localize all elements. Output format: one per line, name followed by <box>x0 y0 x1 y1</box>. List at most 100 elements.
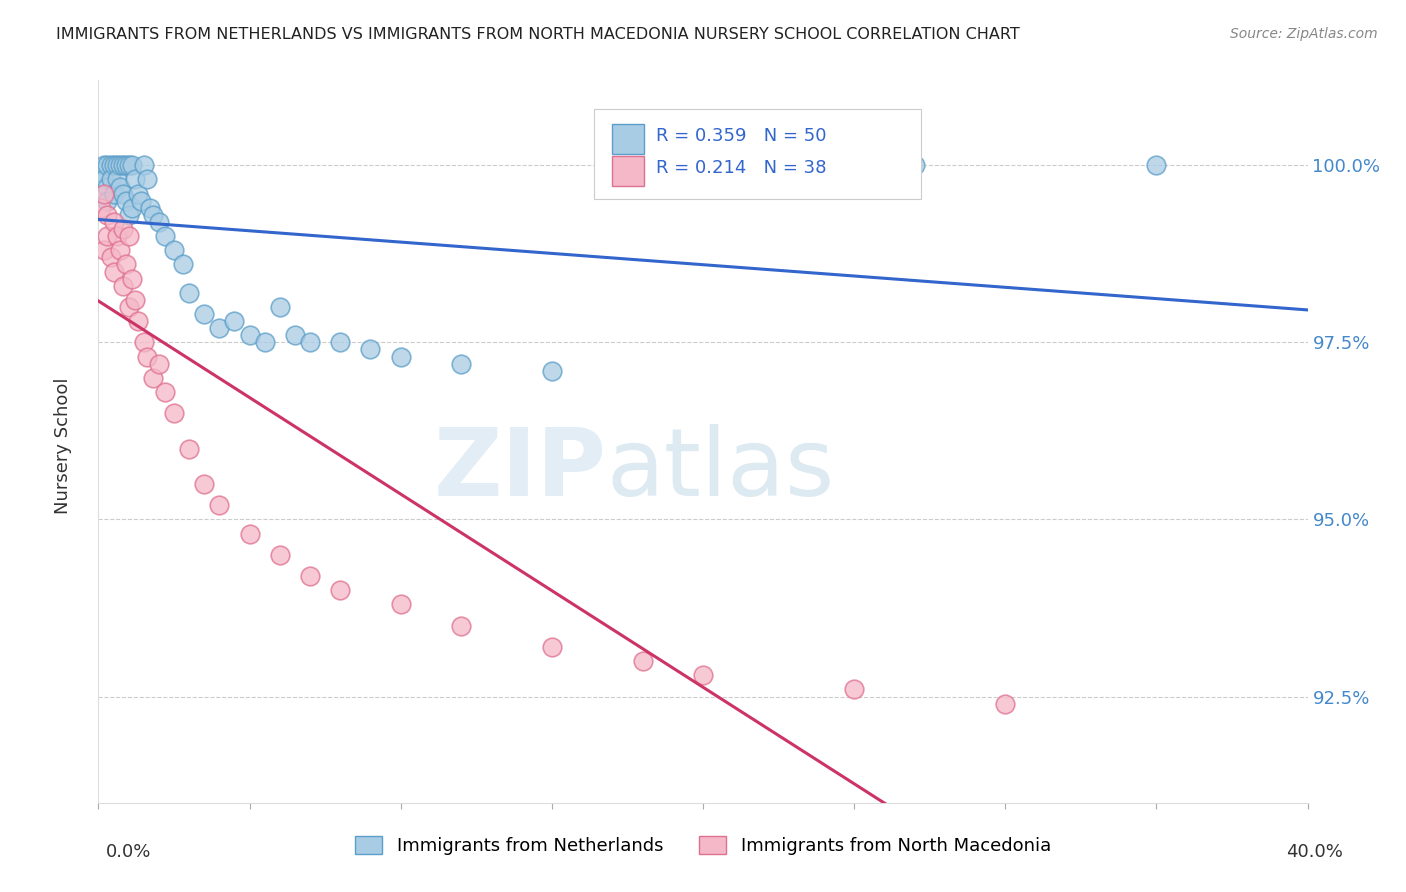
Point <box>108 244 131 258</box>
Point <box>93 244 115 258</box>
Point <box>105 158 128 172</box>
Point <box>103 215 125 229</box>
Point <box>148 357 170 371</box>
Point <box>239 328 262 343</box>
Point <box>118 229 141 244</box>
Point <box>284 328 307 343</box>
Point <box>103 264 125 278</box>
Point <box>540 640 562 654</box>
Point <box>135 172 157 186</box>
Point <box>148 215 170 229</box>
Point <box>269 300 291 314</box>
Point <box>540 364 562 378</box>
Point <box>193 307 215 321</box>
Point <box>135 350 157 364</box>
Point <box>118 300 141 314</box>
Point <box>90 201 112 215</box>
Point <box>329 335 352 350</box>
Point <box>108 179 131 194</box>
Point <box>239 526 262 541</box>
Point <box>994 697 1017 711</box>
Point <box>139 201 162 215</box>
Point <box>118 158 141 172</box>
Point <box>100 158 122 172</box>
Point <box>100 251 122 265</box>
Point <box>844 682 866 697</box>
Point <box>114 194 136 208</box>
FancyBboxPatch shape <box>613 124 644 154</box>
Point <box>142 371 165 385</box>
Point <box>114 158 136 172</box>
Text: ZIP: ZIP <box>433 425 606 516</box>
Point <box>299 335 322 350</box>
Point <box>105 229 128 244</box>
Point <box>96 194 118 208</box>
Point <box>253 335 276 350</box>
Point <box>93 186 115 201</box>
Point <box>631 654 654 668</box>
Point <box>124 172 146 186</box>
Point <box>692 668 714 682</box>
Point <box>114 257 136 271</box>
Point <box>193 477 215 491</box>
Point <box>224 314 246 328</box>
Point <box>90 165 112 179</box>
Point <box>93 172 115 186</box>
Point <box>111 186 134 201</box>
Point <box>389 350 412 364</box>
Point <box>269 548 291 562</box>
Text: 40.0%: 40.0% <box>1286 843 1343 861</box>
Point <box>111 222 134 236</box>
Point <box>163 406 186 420</box>
Point <box>142 208 165 222</box>
FancyBboxPatch shape <box>613 156 644 186</box>
Point <box>96 179 118 194</box>
Point <box>153 229 176 244</box>
Point <box>118 208 141 222</box>
Point <box>329 583 352 598</box>
Point <box>96 229 118 244</box>
Text: IMMIGRANTS FROM NETHERLANDS VS IMMIGRANTS FROM NORTH MACEDONIA NURSERY SCHOOL CO: IMMIGRANTS FROM NETHERLANDS VS IMMIGRANT… <box>56 27 1019 42</box>
Point <box>103 186 125 201</box>
Point <box>93 158 115 172</box>
Point <box>389 598 412 612</box>
Point <box>692 158 714 172</box>
Point <box>132 335 155 350</box>
Point <box>208 321 231 335</box>
Point <box>1146 158 1168 172</box>
Point <box>111 158 134 172</box>
Legend: Immigrants from Netherlands, Immigrants from North Macedonia: Immigrants from Netherlands, Immigrants … <box>356 836 1050 855</box>
Point <box>96 208 118 222</box>
Point <box>450 357 472 371</box>
Point <box>108 158 131 172</box>
Point <box>450 618 472 632</box>
Point <box>96 158 118 172</box>
Point <box>153 384 176 399</box>
Point <box>360 343 382 357</box>
Text: Source: ZipAtlas.com: Source: ZipAtlas.com <box>1230 27 1378 41</box>
Point <box>179 442 201 456</box>
Text: R = 0.214   N = 38: R = 0.214 N = 38 <box>655 160 827 178</box>
Point <box>124 293 146 307</box>
Point <box>129 194 152 208</box>
Text: 0.0%: 0.0% <box>105 843 150 861</box>
Point <box>111 278 134 293</box>
Point <box>299 569 322 583</box>
Point <box>105 172 128 186</box>
Text: Nursery School: Nursery School <box>55 377 72 515</box>
Text: R = 0.359   N = 50: R = 0.359 N = 50 <box>655 127 827 145</box>
Point <box>100 172 122 186</box>
FancyBboxPatch shape <box>595 109 921 200</box>
Point <box>121 158 143 172</box>
Point <box>172 257 194 271</box>
Point <box>121 271 143 285</box>
Point <box>103 158 125 172</box>
Point <box>121 201 143 215</box>
Point <box>208 498 231 512</box>
Point <box>904 158 927 172</box>
Point <box>163 244 186 258</box>
Point <box>132 158 155 172</box>
Text: atlas: atlas <box>606 425 835 516</box>
Point <box>179 285 201 300</box>
Point <box>127 314 149 328</box>
